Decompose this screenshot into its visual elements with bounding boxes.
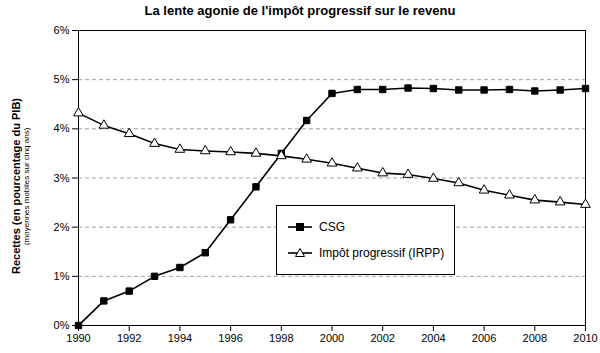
svg-text:3%: 3%: [54, 172, 70, 184]
svg-text:2006: 2006: [472, 332, 496, 344]
svg-text:2002: 2002: [370, 332, 394, 344]
html-text:CSG: CSG: [319, 220, 345, 234]
html-text:La lente agonie de l'impôt pro: La lente agonie de l'impôt progressif su…: [144, 3, 456, 18]
svg-text:1992: 1992: [117, 332, 141, 344]
svg-text:1990: 1990: [66, 332, 90, 344]
svg-text:2%: 2%: [54, 221, 70, 233]
html-text:Impôt progressif (IRPP): Impôt progressif (IRPP): [319, 246, 445, 260]
svg-text:1996: 1996: [218, 332, 242, 344]
svg-text:5%: 5%: [54, 73, 70, 85]
svg-text:0%: 0%: [54, 319, 70, 331]
html-text:(moyennes mobiles sur cinq ans: (moyennes mobiles sur cinq ans): [21, 127, 31, 245]
svg-text:1994: 1994: [168, 332, 192, 344]
svg-text:4%: 4%: [54, 122, 70, 134]
svg-text:1%: 1%: [54, 270, 70, 282]
svg-text:2008: 2008: [523, 332, 547, 344]
svg-text:6%: 6%: [54, 24, 70, 36]
svg-text:2000: 2000: [320, 332, 344, 344]
html-text:Recettes (en pourcentage du PI: Recettes (en pourcentage du PIB): [9, 98, 22, 274]
svg-text:2010: 2010: [573, 332, 597, 344]
svg-text:1998: 1998: [269, 332, 293, 344]
svg-text:2004: 2004: [421, 332, 445, 344]
